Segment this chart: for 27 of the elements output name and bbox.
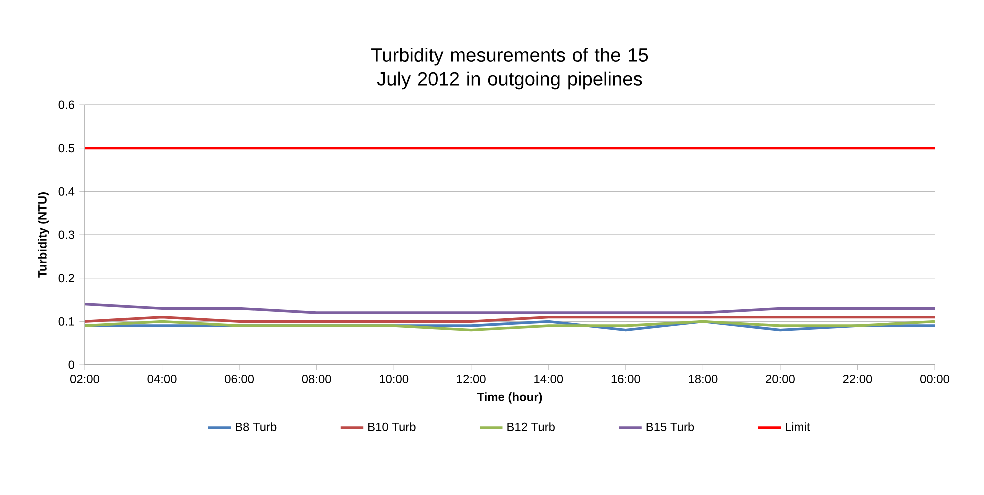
x-tick-label: 12:00 xyxy=(457,375,486,384)
y-tick-label: 0 xyxy=(68,360,75,370)
y-tick-label: 0.5 xyxy=(58,144,74,153)
x-tick-label: 14:00 xyxy=(534,375,564,384)
legend-label: B8 Turb xyxy=(236,422,277,432)
legend-label: B12 Turb xyxy=(508,422,555,432)
x-tick-label: 06:00 xyxy=(225,375,254,384)
x-tick-label: 16:00 xyxy=(612,375,640,384)
y-axis-title: Turbidity (NTU) xyxy=(38,192,50,278)
legend-label: B10 Turb xyxy=(368,422,416,432)
x-tick-label: 04:00 xyxy=(148,375,177,384)
legend-label: B15 Turb xyxy=(646,422,694,432)
legend-label: Limit xyxy=(786,422,810,432)
x-tick-label: 10:00 xyxy=(380,375,409,384)
y-tick-label: 0.1 xyxy=(58,317,74,326)
chart-title: Turbidity mesurements of the 15 July 2012 in outgoing pipelines xyxy=(372,48,648,90)
x-tick-label: 08:00 xyxy=(302,375,332,384)
x-tick-label: 18:00 xyxy=(689,375,718,384)
y-tick-label: 0.6 xyxy=(58,100,74,110)
x-tick-label: 22:00 xyxy=(843,375,872,384)
y-tick-label: 0.2 xyxy=(58,274,74,283)
x-axis-title: Time (hour) xyxy=(477,392,542,404)
y-tick-label: 0.3 xyxy=(58,230,74,240)
x-tick-label: 02:00 xyxy=(70,375,100,384)
y-tick-label: 0.4 xyxy=(58,187,75,196)
x-tick-label: 20:00 xyxy=(766,375,795,384)
x-tick-label: 00:00 xyxy=(920,375,950,384)
